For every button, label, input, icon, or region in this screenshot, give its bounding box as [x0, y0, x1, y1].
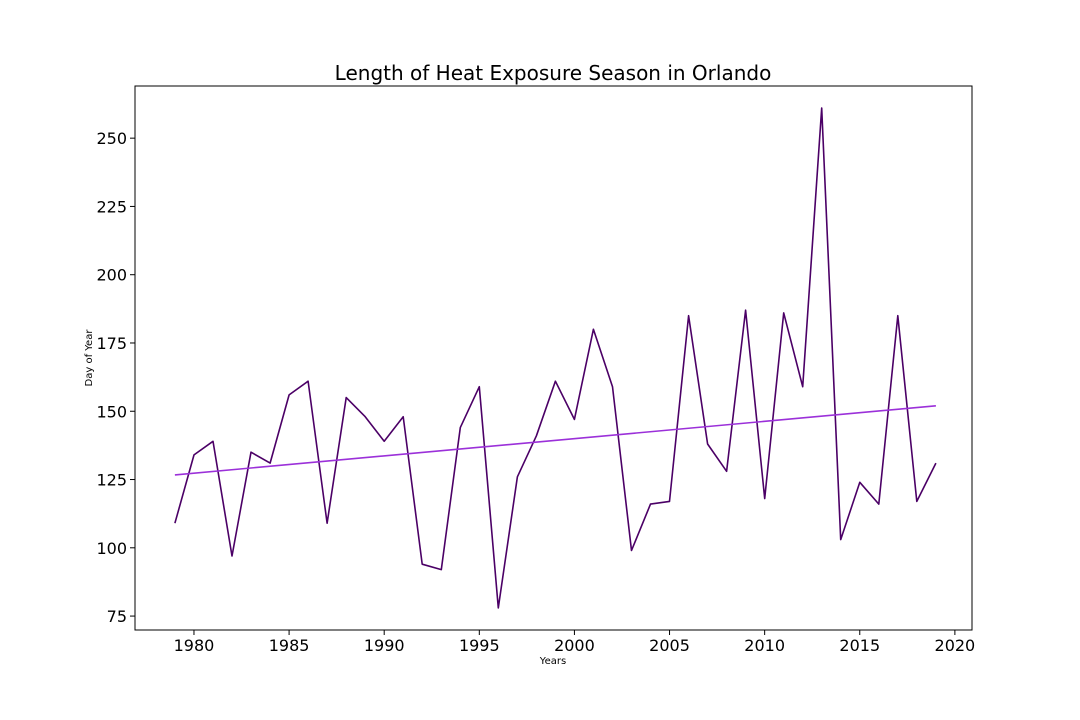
x-tick-label: 2020 — [935, 636, 976, 655]
x-axis-label: Years — [539, 656, 566, 667]
y-tick-label: 250 — [96, 129, 127, 148]
x-tick-label: 1980 — [174, 636, 215, 655]
x-axis: 1980 1985 1990 1995 2000 2005 2010 2015 2020 — [174, 630, 976, 655]
x-tick-label: 2005 — [649, 636, 690, 655]
series-layer — [174, 107, 937, 609]
y-tick-label: 75 — [107, 607, 127, 626]
y-tick-label: 200 — [96, 266, 127, 285]
y-tick-label: 225 — [96, 197, 127, 216]
plot-area-frame — [134, 85, 973, 631]
chart-title: Length of Heat Exposure Season in Orland… — [335, 61, 772, 85]
x-tick-label: 2015 — [839, 636, 880, 655]
y-tick-label: 125 — [96, 471, 127, 490]
x-tick-label: 1995 — [459, 636, 500, 655]
x-tick-label: 1985 — [269, 636, 310, 655]
y-axis-label: Day of Year — [84, 329, 95, 387]
y-tick-label: 175 — [96, 334, 127, 353]
trend-line — [174, 405, 936, 476]
x-tick-label: 2010 — [744, 636, 785, 655]
y-tick-label: 100 — [96, 539, 127, 558]
x-tick-label: 2000 — [554, 636, 595, 655]
series-line-season-length — [174, 107, 937, 609]
y-axis: 75 100 125 150 175 200 225 250 — [96, 129, 135, 626]
x-tick-label: 1990 — [364, 636, 405, 655]
y-tick-label: 150 — [96, 402, 127, 421]
